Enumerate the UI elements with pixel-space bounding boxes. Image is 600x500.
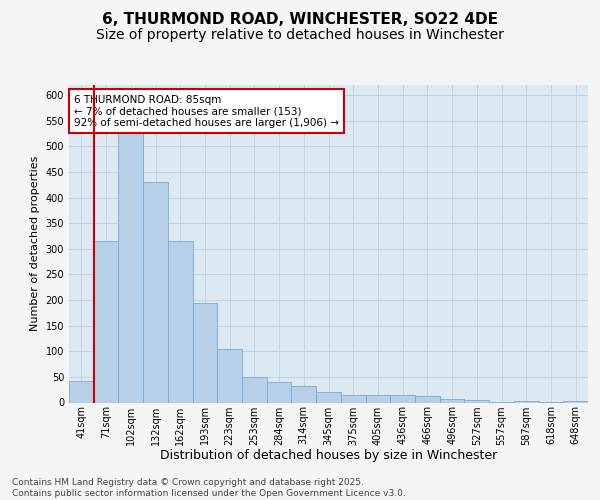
Bar	[440, 399, 464, 402]
Text: Contains HM Land Registry data © Crown copyright and database right 2025.
Contai: Contains HM Land Registry data © Crown c…	[12, 478, 406, 498]
Bar	[267, 382, 292, 402]
Bar	[118, 131, 143, 402]
Text: 6, THURMOND ROAD, WINCHESTER, SO22 4DE: 6, THURMOND ROAD, WINCHESTER, SO22 4DE	[102, 12, 498, 28]
Bar	[464, 400, 489, 402]
Bar	[390, 396, 415, 402]
Bar	[316, 392, 341, 402]
Bar	[193, 302, 217, 402]
Bar	[143, 182, 168, 402]
Bar	[217, 348, 242, 403]
Bar	[94, 241, 118, 402]
Bar	[415, 396, 440, 402]
Y-axis label: Number of detached properties: Number of detached properties	[30, 156, 40, 332]
Bar	[242, 377, 267, 402]
Bar	[292, 386, 316, 402]
Bar	[168, 241, 193, 402]
Bar	[341, 395, 365, 402]
Bar	[365, 395, 390, 402]
Bar	[69, 381, 94, 402]
Text: 6 THURMOND ROAD: 85sqm
← 7% of detached houses are smaller (153)
92% of semi-det: 6 THURMOND ROAD: 85sqm ← 7% of detached …	[74, 94, 339, 128]
Text: Size of property relative to detached houses in Winchester: Size of property relative to detached ho…	[96, 28, 504, 42]
X-axis label: Distribution of detached houses by size in Winchester: Distribution of detached houses by size …	[160, 449, 497, 462]
